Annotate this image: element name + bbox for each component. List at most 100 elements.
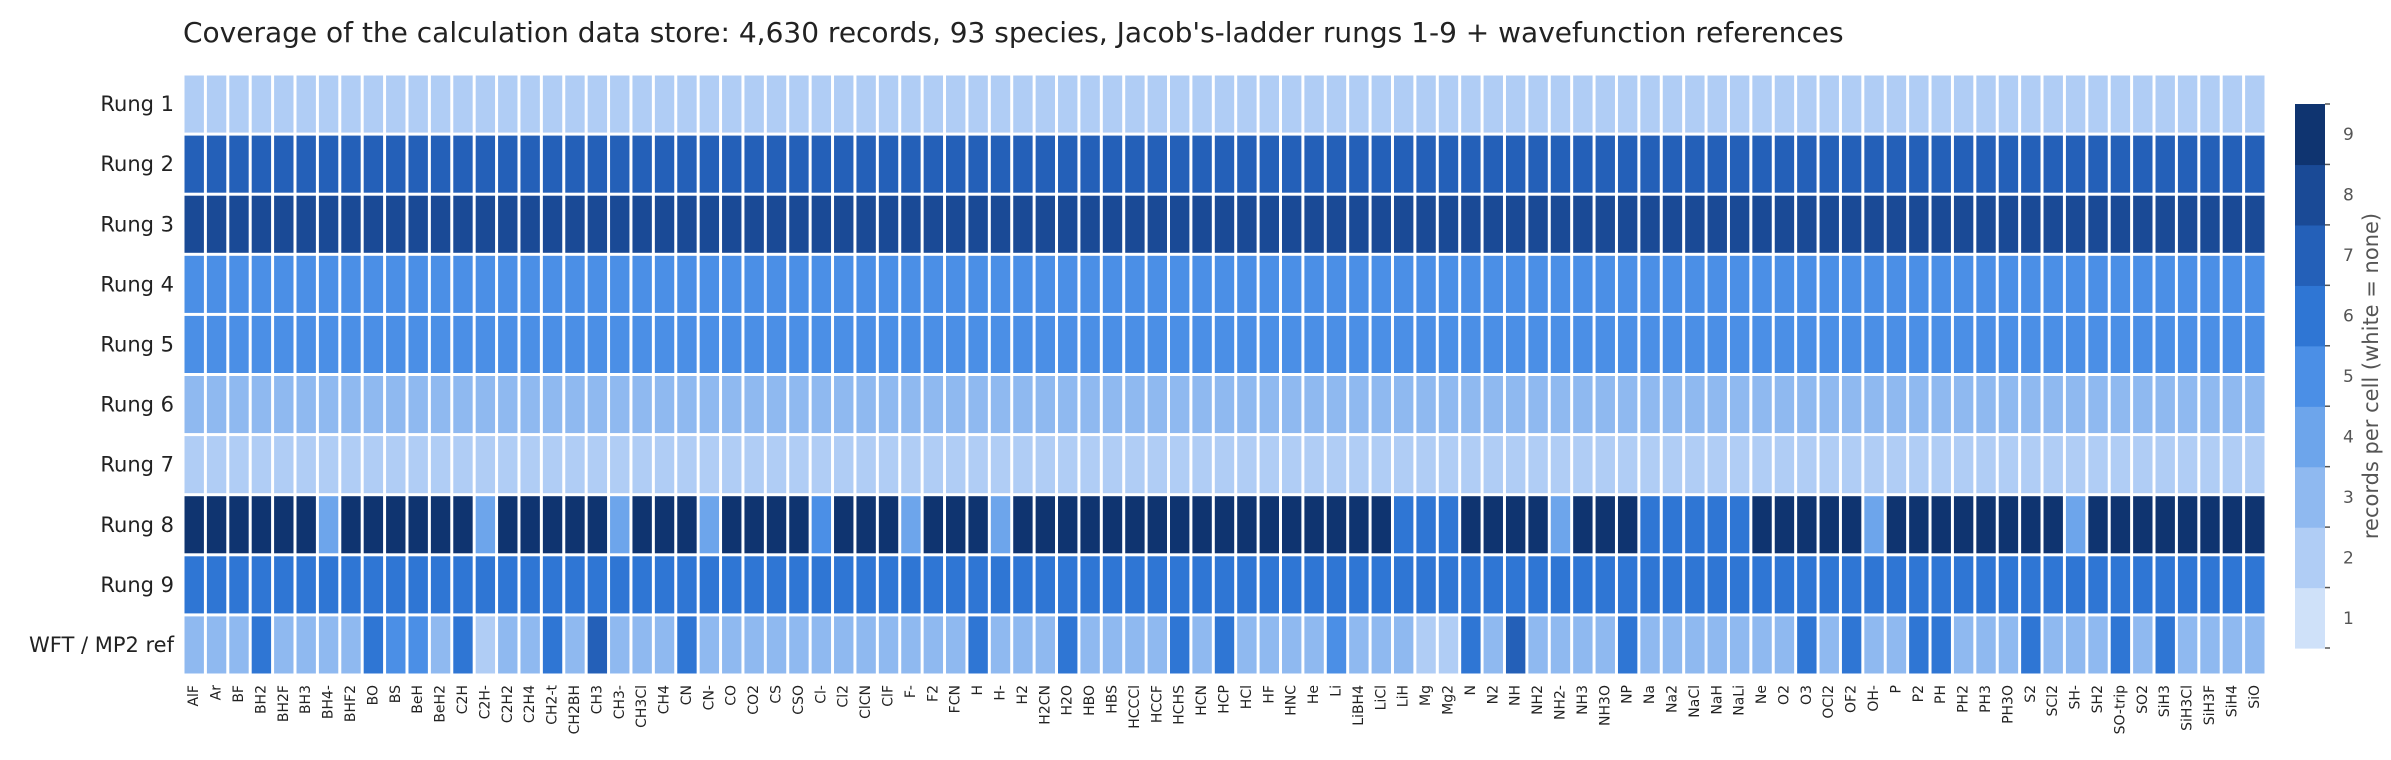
heatmap-cell (1707, 135, 1727, 193)
heatmap-cell (1304, 135, 1324, 193)
heatmap-cell (2133, 135, 2153, 193)
heatmap-cell (408, 436, 428, 494)
heatmap-cell (744, 315, 764, 373)
heatmap-cell (430, 135, 451, 193)
heatmap-cell (1349, 255, 1369, 313)
heatmap-cell (1595, 315, 1615, 373)
heatmap-cell (341, 315, 361, 373)
heatmap-cell (1035, 75, 1056, 133)
heatmap-cell (1281, 436, 1302, 494)
heatmap-cell (1797, 75, 1817, 133)
heatmap-cell (2088, 556, 2108, 614)
heatmap-cell (1058, 556, 1078, 614)
heatmap-cell (2021, 376, 2041, 434)
heatmap-cell (1729, 195, 1750, 253)
heatmap-cell (1909, 315, 1929, 373)
heatmap-cell (498, 135, 518, 193)
colorbar: 1 2 3 4 5 6 7 8 9 (2295, 103, 2354, 649)
heatmap-cell (386, 135, 406, 193)
heatmap-cell (946, 255, 966, 313)
heatmap-cell (1483, 315, 1503, 373)
heatmap-cell (2200, 616, 2220, 674)
heatmap-cell (789, 496, 809, 554)
heatmap-cell (296, 75, 316, 133)
heatmap-cell (901, 376, 921, 434)
heatmap-cell (1349, 376, 1369, 434)
heatmap-cell (1326, 376, 1347, 434)
heatmap-cell (1707, 616, 1727, 674)
heatmap-cell (1214, 75, 1235, 133)
column-label: NH (1508, 685, 1524, 706)
heatmap-cell (856, 195, 876, 253)
heatmap-cell (1841, 556, 1862, 614)
heatmap-cell (408, 315, 428, 373)
heatmap-cell (677, 436, 697, 494)
heatmap-cell (834, 315, 854, 373)
heatmap-cell (184, 195, 204, 253)
heatmap-cell (1819, 616, 1839, 674)
heatmap-cell (1595, 75, 1615, 133)
column-label: HCP (1217, 685, 1233, 714)
heatmap-cell (1461, 255, 1481, 313)
heatmap-cell (206, 195, 227, 253)
heatmap-cell (1125, 436, 1145, 494)
heatmap-cell (2222, 436, 2243, 494)
heatmap-cell (722, 496, 742, 554)
column-label: Na2 (1664, 685, 1680, 713)
heatmap-cell (229, 135, 249, 193)
heatmap-cell (2065, 255, 2086, 313)
column-label: H (970, 685, 986, 696)
heatmap-cell (408, 376, 428, 434)
heatmap-cell (811, 556, 832, 614)
heatmap-cell (1438, 195, 1459, 253)
heatmap-cell (1080, 436, 1100, 494)
heatmap-cell (565, 135, 585, 193)
heatmap-cell (430, 436, 451, 494)
colorbar-segment (2295, 587, 2325, 649)
heatmap-cell (1349, 496, 1369, 554)
heatmap-cell (1617, 556, 1638, 614)
colorbar-segment (2295, 406, 2325, 468)
heatmap-cell (632, 616, 652, 674)
heatmap-cell (520, 376, 540, 434)
heatmap-cell (990, 135, 1011, 193)
heatmap-cell (677, 195, 697, 253)
column-label: He (1306, 685, 1322, 704)
heatmap-cell (856, 255, 876, 313)
heatmap-cell (453, 75, 473, 133)
colorbar-segment (2295, 224, 2325, 286)
heatmap-cell (1976, 496, 1996, 554)
colorbar-tick-label: 7 (2343, 246, 2354, 266)
heatmap-cell (1774, 255, 1795, 313)
heatmap-cell (1998, 135, 2019, 193)
column-label: Mg (1418, 685, 1434, 706)
heatmap-cell (2088, 255, 2108, 313)
heatmap-cell (1483, 616, 1503, 674)
heatmap-cell (1864, 255, 1884, 313)
heatmap-cell (1931, 616, 1951, 674)
heatmap-cell (1953, 616, 1974, 674)
heatmap-cell (341, 436, 361, 494)
heatmap-cell (1461, 135, 1481, 193)
heatmap-cell (1685, 315, 1705, 373)
heatmap-cell (1595, 255, 1615, 313)
heatmap-cell (2043, 616, 2063, 674)
heatmap-cell (2088, 436, 2108, 494)
heatmap-cell (968, 436, 988, 494)
heatmap-cell (475, 135, 496, 193)
heatmap-cell (1505, 436, 1526, 494)
heatmap-cell (229, 436, 249, 494)
heatmap-cell (1841, 315, 1862, 373)
heatmap-cell (1953, 376, 1974, 434)
heatmap-cell (1393, 496, 1414, 554)
heatmap-cell (677, 496, 697, 554)
heatmap-cell (2155, 255, 2175, 313)
heatmap-cell (1685, 255, 1705, 313)
column-label: O2 (1776, 685, 1792, 705)
column-label: H- (993, 685, 1009, 701)
heatmap-cell (1304, 195, 1324, 253)
column-label: PH3O (2000, 685, 2016, 724)
colorbar-segment (2295, 104, 2325, 166)
heatmap-cell (1797, 556, 1817, 614)
heatmap-cell (766, 75, 787, 133)
